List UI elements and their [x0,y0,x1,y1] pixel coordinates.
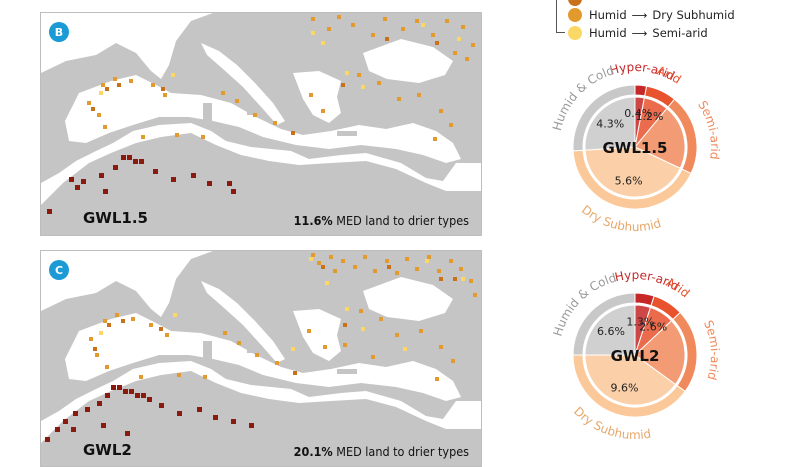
inner-pie-slice [584,354,677,406]
drier-land-stat: 11.6% MED land to drier types [294,213,469,228]
category-label: Semi-arid [695,98,722,160]
inner-percent-label: 9.6% [611,381,639,394]
right-arrow-icon: ⟶ [631,8,648,22]
donut-chart-gwl1-5: GWL1.5 0.4% 1.2% 5.6% 4.3% Hyper-arid Arid Semi… [535,55,735,239]
scenario-label: GWL2 [83,441,132,459]
donut-svg: GWL21.3%2.6%9.6%6.6%Hyper-aridAridSemi-a… [550,268,722,442]
inner-pie-slice [634,320,686,386]
med-map-b [41,13,481,235]
inner-percent-label: 5.6% [615,174,643,187]
panel-badge: C [49,260,69,280]
inner-percent-label: 4.3% [596,118,624,131]
legend-row-arid [568,0,589,8]
inner-pie-slice [584,304,636,356]
inner-percent-label: 1.3% [626,315,654,328]
category-label: Semi-arid [701,318,722,381]
med-map-c [41,251,481,466]
drier-land-text: MED land to drier types [332,213,469,228]
donut-center-label: GWL2 [611,347,660,365]
legend-to: Semi-arid [652,26,708,40]
drier-land-percent: 11.6% [293,213,333,228]
legend-dot-icon [568,0,582,6]
legend-bracket [556,0,565,33]
donut-svg: GWL1.50.4%1.2%5.6%4.3%Hyper-aridAridSemi… [550,60,722,234]
drier-land-stat: 20.1% MED land to drier types [294,444,469,459]
legend-row-dry-subhumid: Humid ⟶ Dry Subhumid [568,6,735,24]
drier-land-text: MED land to drier types [332,444,469,459]
inner-percent-label: 0.4% [624,107,652,120]
map-panel-c: C GWL2 20.1% MED land to drier types [40,250,482,467]
legend-dot-icon [568,26,582,40]
inner-pie-slice [584,146,681,198]
legend-dot-icon [568,8,582,22]
inner-percent-label: 6.6% [597,325,625,338]
inner-percent-label: 1.2% [635,110,663,123]
outer-ring-segment [572,292,636,356]
donut-chart-gwl2: GWL2 1.3% 2.6% 9.6% 6.6% Hyper-arid Arid Semi-a… [535,263,735,447]
inner-pie-slice [584,96,636,151]
category-label: Arid [655,63,684,86]
inner-pie-slice [634,107,686,169]
panel-badge: B [49,22,69,42]
outer-ring-segment [572,84,636,152]
legend-to: Dry Subhumid [652,8,735,22]
legend-from: Humid [589,26,627,40]
drier-land-percent: 20.1% [293,444,333,459]
inner-percent-label: 2.6% [639,320,667,333]
donut-center-label: GWL1.5 [603,139,668,157]
scenario-label: GWL1.5 [83,209,148,227]
change-legend: Humid ⟶ Dry Subhumid Humid ⟶ Semi-arid [552,0,792,46]
legend-from: Humid [589,8,627,22]
legend-row-semi-arid: Humid ⟶ Semi-arid [568,24,708,42]
right-arrow-icon: ⟶ [631,26,648,40]
map-panel-b: B GWL1.5 11.6% MED land to drier types [40,12,482,236]
